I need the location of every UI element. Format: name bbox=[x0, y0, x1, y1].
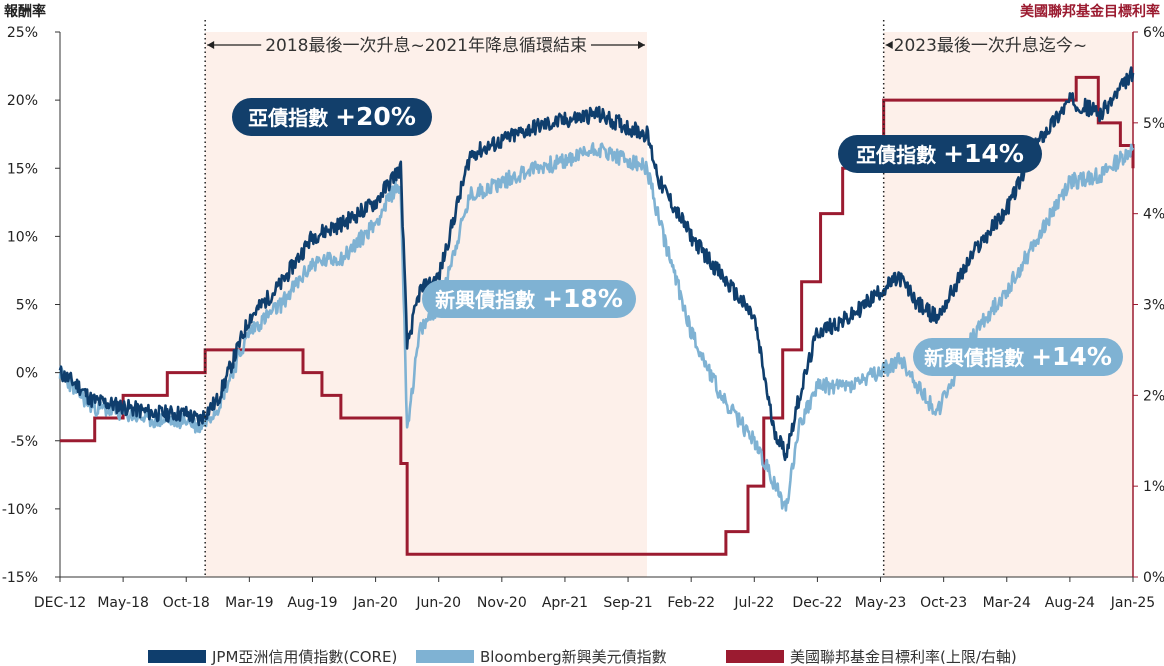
x-tick-label: Jun-20 bbox=[415, 595, 461, 611]
period-label-1: 2023最後一次升息迄今~ bbox=[894, 36, 1088, 56]
left-tick-label: 0% bbox=[16, 366, 38, 382]
callout-value-1: +18% bbox=[542, 284, 623, 313]
x-tick-label: Aug-24 bbox=[1045, 595, 1095, 611]
left-tick-label: 15% bbox=[7, 161, 38, 177]
x-tick-label: Mar-19 bbox=[225, 595, 273, 611]
callout-text-3: 新興債指數 +14% bbox=[924, 342, 1112, 371]
series-jpm-asia-line bbox=[58, 66, 1135, 462]
left-tick-label: 10% bbox=[7, 229, 38, 245]
callout-pill-0 bbox=[232, 98, 432, 136]
callout-value-2: +14% bbox=[943, 139, 1024, 168]
right-tick-label: 2% bbox=[1143, 388, 1164, 404]
period-annotations: 2018最後一次升息~2021年降息循環結束 2023最後一次升息迄今~ bbox=[204, 20, 1088, 577]
x-tick-label: Jul-22 bbox=[733, 595, 774, 611]
period-arrowhead-left-0 bbox=[207, 41, 215, 49]
x-tick-label: Oct-18 bbox=[163, 595, 210, 611]
legend-swatch-2 bbox=[726, 650, 784, 663]
left-axis-title: 報酬率 bbox=[4, 3, 46, 20]
callout-label-3: 新興債指數 bbox=[924, 346, 1031, 370]
series-bloomberg-em-line bbox=[58, 142, 1135, 512]
callout-text-2: 亞債指數 +14% bbox=[856, 139, 1024, 168]
callout-label-1: 新興債指數 bbox=[435, 288, 542, 312]
legend-swatch-1 bbox=[416, 650, 474, 663]
series-layer bbox=[58, 66, 1135, 556]
x-tick-label: Apr-21 bbox=[542, 595, 588, 611]
right-tick-label: 4% bbox=[1143, 207, 1164, 223]
x-tick-label: Nov-20 bbox=[477, 595, 527, 611]
period-label-0: 2018最後一次升息~2021年降息循環結束 bbox=[265, 36, 587, 56]
left-tick-label: 5% bbox=[16, 298, 38, 314]
x-tick-label: DEC-12 bbox=[34, 595, 86, 611]
callout-pill-3 bbox=[913, 338, 1123, 376]
x-axis-ticks: DEC-12 May-18 Oct-18 Mar-19 Aug-19 Jan-20 Jun-… bbox=[34, 577, 1155, 611]
legend: JPM亞洲信用債指數(CORE) Bloomberg新興美元債指數 美國聯邦基金目標… bbox=[148, 648, 1017, 666]
right-tick-label: 3% bbox=[1143, 298, 1164, 314]
x-tick-label: Feb-22 bbox=[667, 595, 715, 611]
right-tick-label: 0% bbox=[1143, 570, 1164, 586]
callout-text-0: 亞債指數 +20% bbox=[248, 102, 416, 131]
shaded-period-1 bbox=[883, 32, 1133, 577]
callout-value-0: +20% bbox=[335, 102, 416, 131]
left-tick-label: 20% bbox=[7, 93, 38, 109]
period-arrowhead-right-0 bbox=[637, 41, 645, 49]
left-tick-label: -15% bbox=[2, 570, 38, 586]
left-tick-label: 25% bbox=[7, 25, 38, 41]
legend-label-2: 美國聯邦基金目標利率(上限/右軸) bbox=[790, 648, 1017, 666]
callout-label-0: 亞債指數 bbox=[248, 106, 335, 130]
callout-label-2: 亞債指數 bbox=[856, 143, 943, 167]
period-arrowhead-left-1 bbox=[885, 41, 893, 49]
x-tick-label: Sep-21 bbox=[603, 595, 652, 611]
callout-pill-2 bbox=[838, 135, 1042, 173]
legend-label-1: Bloomberg新興美元債指數 bbox=[480, 648, 667, 666]
x-tick-label: Mar-24 bbox=[983, 595, 1031, 611]
x-tick-label: Jan-20 bbox=[352, 595, 397, 611]
callouts: 亞債指數 +20%新興債指數 +18%亞債指數 +14%新興債指數 +14% bbox=[232, 98, 1123, 376]
callout-value-3: +14% bbox=[1031, 342, 1112, 371]
left-axis-ticks: 25% 20% 15% 10% 5% 0% -5% -10% -15% bbox=[2, 25, 60, 586]
x-tick-label: May-18 bbox=[97, 595, 149, 611]
left-tick-label: -5% bbox=[11, 434, 38, 450]
legend-swatch-0 bbox=[148, 650, 206, 663]
right-axis-title: 美國聯邦基金目標利率 bbox=[1020, 3, 1160, 20]
series-fed-rate-line bbox=[60, 75, 1135, 556]
left-tick-label: -10% bbox=[2, 502, 38, 518]
x-tick-label: Oct-23 bbox=[920, 595, 967, 611]
x-tick-label: Aug-19 bbox=[287, 595, 337, 611]
legend-label-0: JPM亞洲信用債指數(CORE) bbox=[211, 648, 397, 666]
x-tick-label: Dec-22 bbox=[792, 595, 842, 611]
right-tick-label: 5% bbox=[1143, 116, 1164, 132]
callout-text-1: 新興債指數 +18% bbox=[435, 284, 623, 313]
x-tick-label: May-23 bbox=[855, 595, 907, 611]
callout-pill-1 bbox=[422, 280, 636, 318]
right-axis-ticks: 6% 5% 4% 3% 2% 1% 0% bbox=[1133, 25, 1164, 586]
right-tick-label: 6% bbox=[1143, 25, 1164, 41]
right-tick-label: 1% bbox=[1143, 479, 1164, 495]
x-tick-label: Jan-25 bbox=[1110, 595, 1155, 611]
